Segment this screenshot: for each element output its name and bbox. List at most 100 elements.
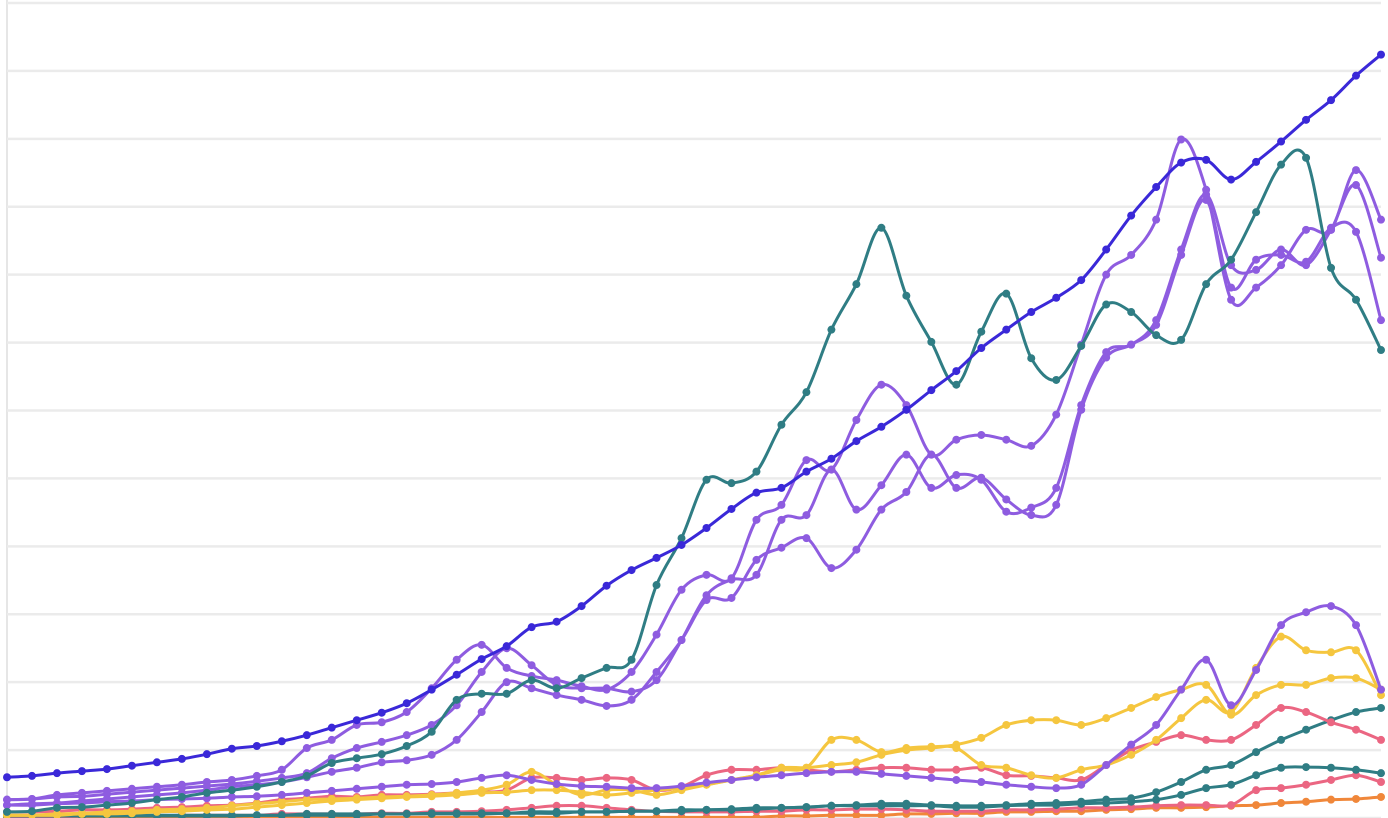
data-point bbox=[77, 767, 86, 776]
data-point bbox=[1027, 503, 1036, 512]
data-point bbox=[1327, 674, 1336, 683]
data-point bbox=[1327, 763, 1336, 772]
data-point bbox=[527, 684, 536, 693]
data-point bbox=[377, 750, 386, 759]
data-point bbox=[727, 504, 736, 513]
data-point bbox=[377, 708, 386, 717]
data-point bbox=[1227, 295, 1236, 304]
data-point bbox=[527, 775, 536, 784]
data-point bbox=[577, 801, 586, 810]
data-point bbox=[427, 750, 436, 759]
data-point bbox=[627, 784, 636, 793]
data-point bbox=[1002, 763, 1011, 772]
data-point bbox=[1202, 801, 1211, 810]
data-point bbox=[1177, 714, 1186, 723]
data-point bbox=[502, 689, 511, 698]
data-point bbox=[1027, 308, 1036, 317]
data-point bbox=[577, 782, 586, 791]
data-point bbox=[677, 782, 686, 791]
data-point bbox=[677, 585, 686, 594]
data-point bbox=[1202, 735, 1211, 744]
data-point bbox=[152, 758, 161, 767]
data-point bbox=[402, 699, 411, 708]
data-point bbox=[702, 523, 711, 532]
data-point bbox=[1377, 703, 1385, 712]
data-point bbox=[427, 809, 436, 818]
data-point bbox=[1177, 731, 1186, 740]
data-point bbox=[1102, 761, 1111, 770]
data-point bbox=[527, 676, 536, 685]
data-point bbox=[1052, 293, 1061, 302]
data-point bbox=[1352, 765, 1361, 774]
data-point bbox=[927, 801, 936, 810]
data-point bbox=[1202, 765, 1211, 774]
data-point bbox=[952, 435, 961, 444]
data-point bbox=[302, 744, 311, 753]
data-point bbox=[602, 663, 611, 672]
data-point bbox=[452, 735, 461, 744]
data-point bbox=[1002, 771, 1011, 780]
data-point bbox=[277, 778, 286, 787]
data-point bbox=[627, 655, 636, 664]
data-point bbox=[1077, 276, 1086, 285]
data-point bbox=[202, 750, 211, 759]
data-point bbox=[1002, 780, 1011, 789]
data-point bbox=[552, 617, 561, 626]
data-point bbox=[1352, 166, 1361, 175]
data-point bbox=[727, 765, 736, 774]
data-point bbox=[302, 771, 311, 780]
data-point bbox=[227, 786, 236, 795]
data-point bbox=[902, 771, 911, 780]
data-point bbox=[152, 795, 161, 804]
data-point bbox=[1152, 316, 1161, 325]
data-point bbox=[102, 765, 111, 774]
data-point bbox=[1227, 175, 1236, 184]
data-point bbox=[1002, 435, 1011, 444]
data-point bbox=[1027, 771, 1036, 780]
data-point bbox=[577, 790, 586, 799]
data-point bbox=[1377, 50, 1385, 59]
data-point bbox=[1152, 693, 1161, 702]
data-point bbox=[352, 754, 361, 763]
data-point bbox=[302, 788, 311, 797]
data-point bbox=[1127, 308, 1136, 317]
data-point bbox=[927, 765, 936, 774]
data-point bbox=[852, 505, 861, 514]
data-point bbox=[627, 695, 636, 704]
data-point bbox=[1377, 769, 1385, 778]
data-point bbox=[1152, 215, 1161, 224]
data-point bbox=[927, 386, 936, 395]
data-point bbox=[877, 769, 886, 778]
data-point bbox=[1377, 346, 1385, 355]
data-point bbox=[827, 761, 836, 770]
data-point bbox=[652, 790, 661, 799]
data-point bbox=[1277, 703, 1286, 712]
data-point bbox=[77, 809, 86, 818]
data-point bbox=[327, 786, 336, 795]
data-point bbox=[352, 794, 361, 803]
data-point bbox=[652, 630, 661, 639]
data-point bbox=[627, 807, 636, 816]
data-point bbox=[27, 771, 36, 780]
data-point bbox=[827, 325, 836, 334]
data-point bbox=[702, 475, 711, 484]
data-point bbox=[1127, 740, 1136, 749]
data-point bbox=[1302, 608, 1311, 617]
data-point bbox=[1152, 720, 1161, 729]
data-point bbox=[1252, 748, 1261, 757]
data-point bbox=[127, 761, 136, 770]
data-point bbox=[952, 775, 961, 784]
data-point bbox=[202, 788, 211, 797]
data-point bbox=[852, 437, 861, 446]
data-point bbox=[1302, 708, 1311, 717]
series-line bbox=[5, 148, 1383, 814]
data-point bbox=[1377, 778, 1385, 787]
data-point bbox=[27, 807, 36, 816]
data-point bbox=[1277, 680, 1286, 689]
data-point bbox=[1027, 799, 1036, 808]
data-point bbox=[977, 801, 986, 810]
data-point bbox=[202, 803, 211, 812]
data-point bbox=[1377, 253, 1385, 262]
data-point bbox=[277, 765, 286, 774]
data-point bbox=[752, 467, 761, 476]
